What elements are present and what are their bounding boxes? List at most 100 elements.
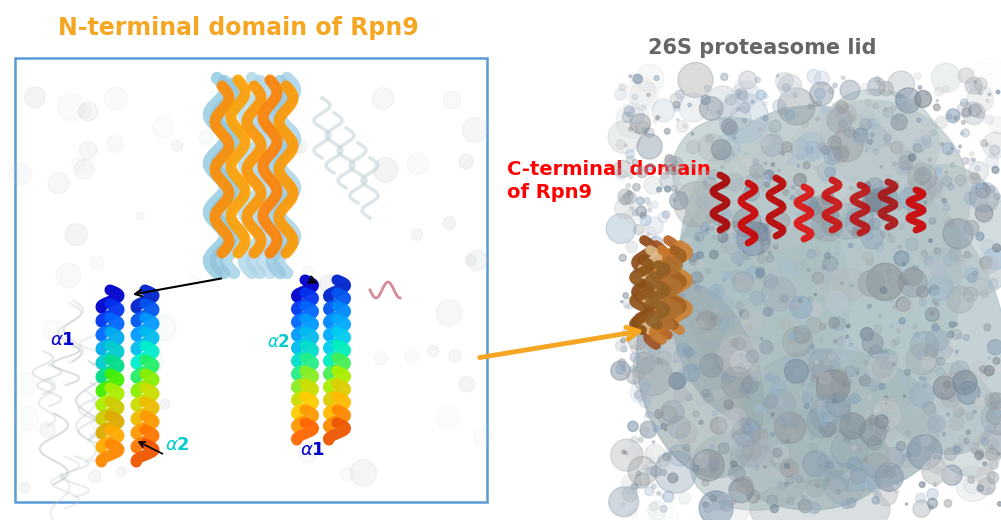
Circle shape xyxy=(882,206,890,214)
Circle shape xyxy=(687,140,700,154)
Circle shape xyxy=(763,94,768,98)
Circle shape xyxy=(680,294,684,298)
Circle shape xyxy=(781,440,786,445)
Circle shape xyxy=(856,191,858,193)
Circle shape xyxy=(683,347,693,357)
Circle shape xyxy=(918,169,925,176)
Circle shape xyxy=(616,103,651,138)
Circle shape xyxy=(734,81,744,91)
Circle shape xyxy=(986,144,989,146)
Circle shape xyxy=(628,339,632,343)
Circle shape xyxy=(675,181,720,227)
Circle shape xyxy=(937,384,964,411)
Circle shape xyxy=(701,95,711,105)
Circle shape xyxy=(976,184,990,198)
Circle shape xyxy=(644,227,657,240)
Circle shape xyxy=(834,157,844,166)
Circle shape xyxy=(977,92,980,95)
Circle shape xyxy=(975,278,992,295)
Circle shape xyxy=(801,383,804,386)
Circle shape xyxy=(661,167,664,170)
Circle shape xyxy=(807,346,815,354)
Circle shape xyxy=(983,462,987,466)
Text: C-terminal domain
of Rpn9: C-terminal domain of Rpn9 xyxy=(507,160,711,202)
Circle shape xyxy=(879,384,885,389)
Circle shape xyxy=(980,256,998,274)
Circle shape xyxy=(821,146,830,154)
Circle shape xyxy=(680,366,687,373)
Circle shape xyxy=(930,290,946,305)
Circle shape xyxy=(636,313,643,320)
Circle shape xyxy=(48,173,69,193)
Circle shape xyxy=(829,88,834,94)
Circle shape xyxy=(975,451,983,460)
Circle shape xyxy=(938,321,941,323)
Circle shape xyxy=(706,308,708,310)
Circle shape xyxy=(756,90,766,100)
Circle shape xyxy=(894,352,897,355)
Circle shape xyxy=(648,501,667,520)
Circle shape xyxy=(608,121,641,153)
Circle shape xyxy=(643,105,647,109)
Circle shape xyxy=(740,310,749,319)
Circle shape xyxy=(852,138,857,143)
Circle shape xyxy=(927,488,938,500)
Circle shape xyxy=(870,412,873,415)
Circle shape xyxy=(696,260,704,267)
Circle shape xyxy=(925,308,939,321)
Circle shape xyxy=(661,470,667,476)
Circle shape xyxy=(731,152,735,157)
Circle shape xyxy=(956,350,959,353)
Circle shape xyxy=(973,271,977,275)
Circle shape xyxy=(663,453,671,461)
Circle shape xyxy=(924,256,934,266)
Circle shape xyxy=(732,464,735,468)
Circle shape xyxy=(630,206,633,210)
Ellipse shape xyxy=(916,363,1001,477)
Circle shape xyxy=(747,486,755,494)
Circle shape xyxy=(738,363,745,370)
Circle shape xyxy=(773,448,782,457)
Circle shape xyxy=(810,303,822,316)
Circle shape xyxy=(834,369,847,382)
Circle shape xyxy=(894,251,909,266)
Circle shape xyxy=(645,217,663,235)
Circle shape xyxy=(851,284,853,287)
Circle shape xyxy=(753,160,758,165)
Circle shape xyxy=(861,328,874,341)
Circle shape xyxy=(655,426,660,431)
Circle shape xyxy=(741,310,762,331)
Circle shape xyxy=(25,87,45,108)
Circle shape xyxy=(891,301,893,303)
Circle shape xyxy=(975,278,978,280)
Circle shape xyxy=(791,139,811,159)
Circle shape xyxy=(882,216,887,222)
Circle shape xyxy=(917,199,920,201)
Circle shape xyxy=(700,97,723,120)
Circle shape xyxy=(812,360,832,381)
Circle shape xyxy=(963,387,966,391)
Circle shape xyxy=(620,482,636,498)
Circle shape xyxy=(822,218,839,236)
Circle shape xyxy=(632,73,640,82)
Circle shape xyxy=(614,160,631,177)
Circle shape xyxy=(803,451,828,476)
Circle shape xyxy=(835,106,840,111)
Circle shape xyxy=(975,166,980,171)
Circle shape xyxy=(826,291,848,313)
Circle shape xyxy=(633,95,638,100)
Circle shape xyxy=(774,459,778,462)
Circle shape xyxy=(832,338,856,362)
Circle shape xyxy=(627,191,632,196)
Circle shape xyxy=(692,271,703,283)
Circle shape xyxy=(990,145,1000,155)
Circle shape xyxy=(854,128,868,142)
Circle shape xyxy=(768,251,772,254)
Circle shape xyxy=(722,209,732,219)
Circle shape xyxy=(834,148,849,162)
Circle shape xyxy=(993,276,999,282)
Circle shape xyxy=(788,356,791,358)
Circle shape xyxy=(873,149,879,154)
Circle shape xyxy=(722,119,737,134)
Circle shape xyxy=(676,423,697,444)
